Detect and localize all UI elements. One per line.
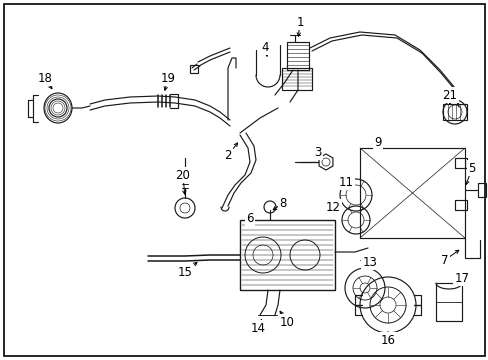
Text: 6: 6	[246, 212, 253, 225]
Bar	[359, 148, 464, 238]
Text: 11: 11	[338, 176, 353, 189]
Text: 5: 5	[468, 162, 475, 175]
Text: 15: 15	[177, 266, 192, 279]
Text: 2: 2	[224, 149, 231, 162]
Text: 1: 1	[296, 15, 303, 28]
Text: 8: 8	[279, 197, 286, 210]
Bar	[190, 65, 198, 73]
Text: 20: 20	[175, 168, 190, 181]
Text: 12: 12	[325, 201, 340, 213]
Bar	[435, 283, 461, 321]
Text: 9: 9	[373, 135, 381, 149]
Text: 18: 18	[38, 72, 52, 85]
Bar	[477, 183, 485, 197]
Bar	[454, 158, 466, 168]
Text: 17: 17	[453, 271, 468, 284]
Bar	[240, 220, 334, 290]
Text: 7: 7	[440, 253, 448, 266]
Text: 19: 19	[160, 72, 175, 85]
Text: 3: 3	[314, 145, 321, 158]
Bar	[282, 68, 311, 90]
Text: 21: 21	[442, 89, 457, 102]
Text: 4: 4	[261, 41, 268, 54]
Bar	[286, 42, 308, 70]
Bar	[454, 200, 466, 210]
Text: 16: 16	[380, 333, 395, 346]
Text: 14: 14	[250, 321, 265, 334]
Text: 10: 10	[279, 315, 294, 328]
Bar	[442, 104, 466, 120]
Text: 13: 13	[362, 256, 377, 269]
